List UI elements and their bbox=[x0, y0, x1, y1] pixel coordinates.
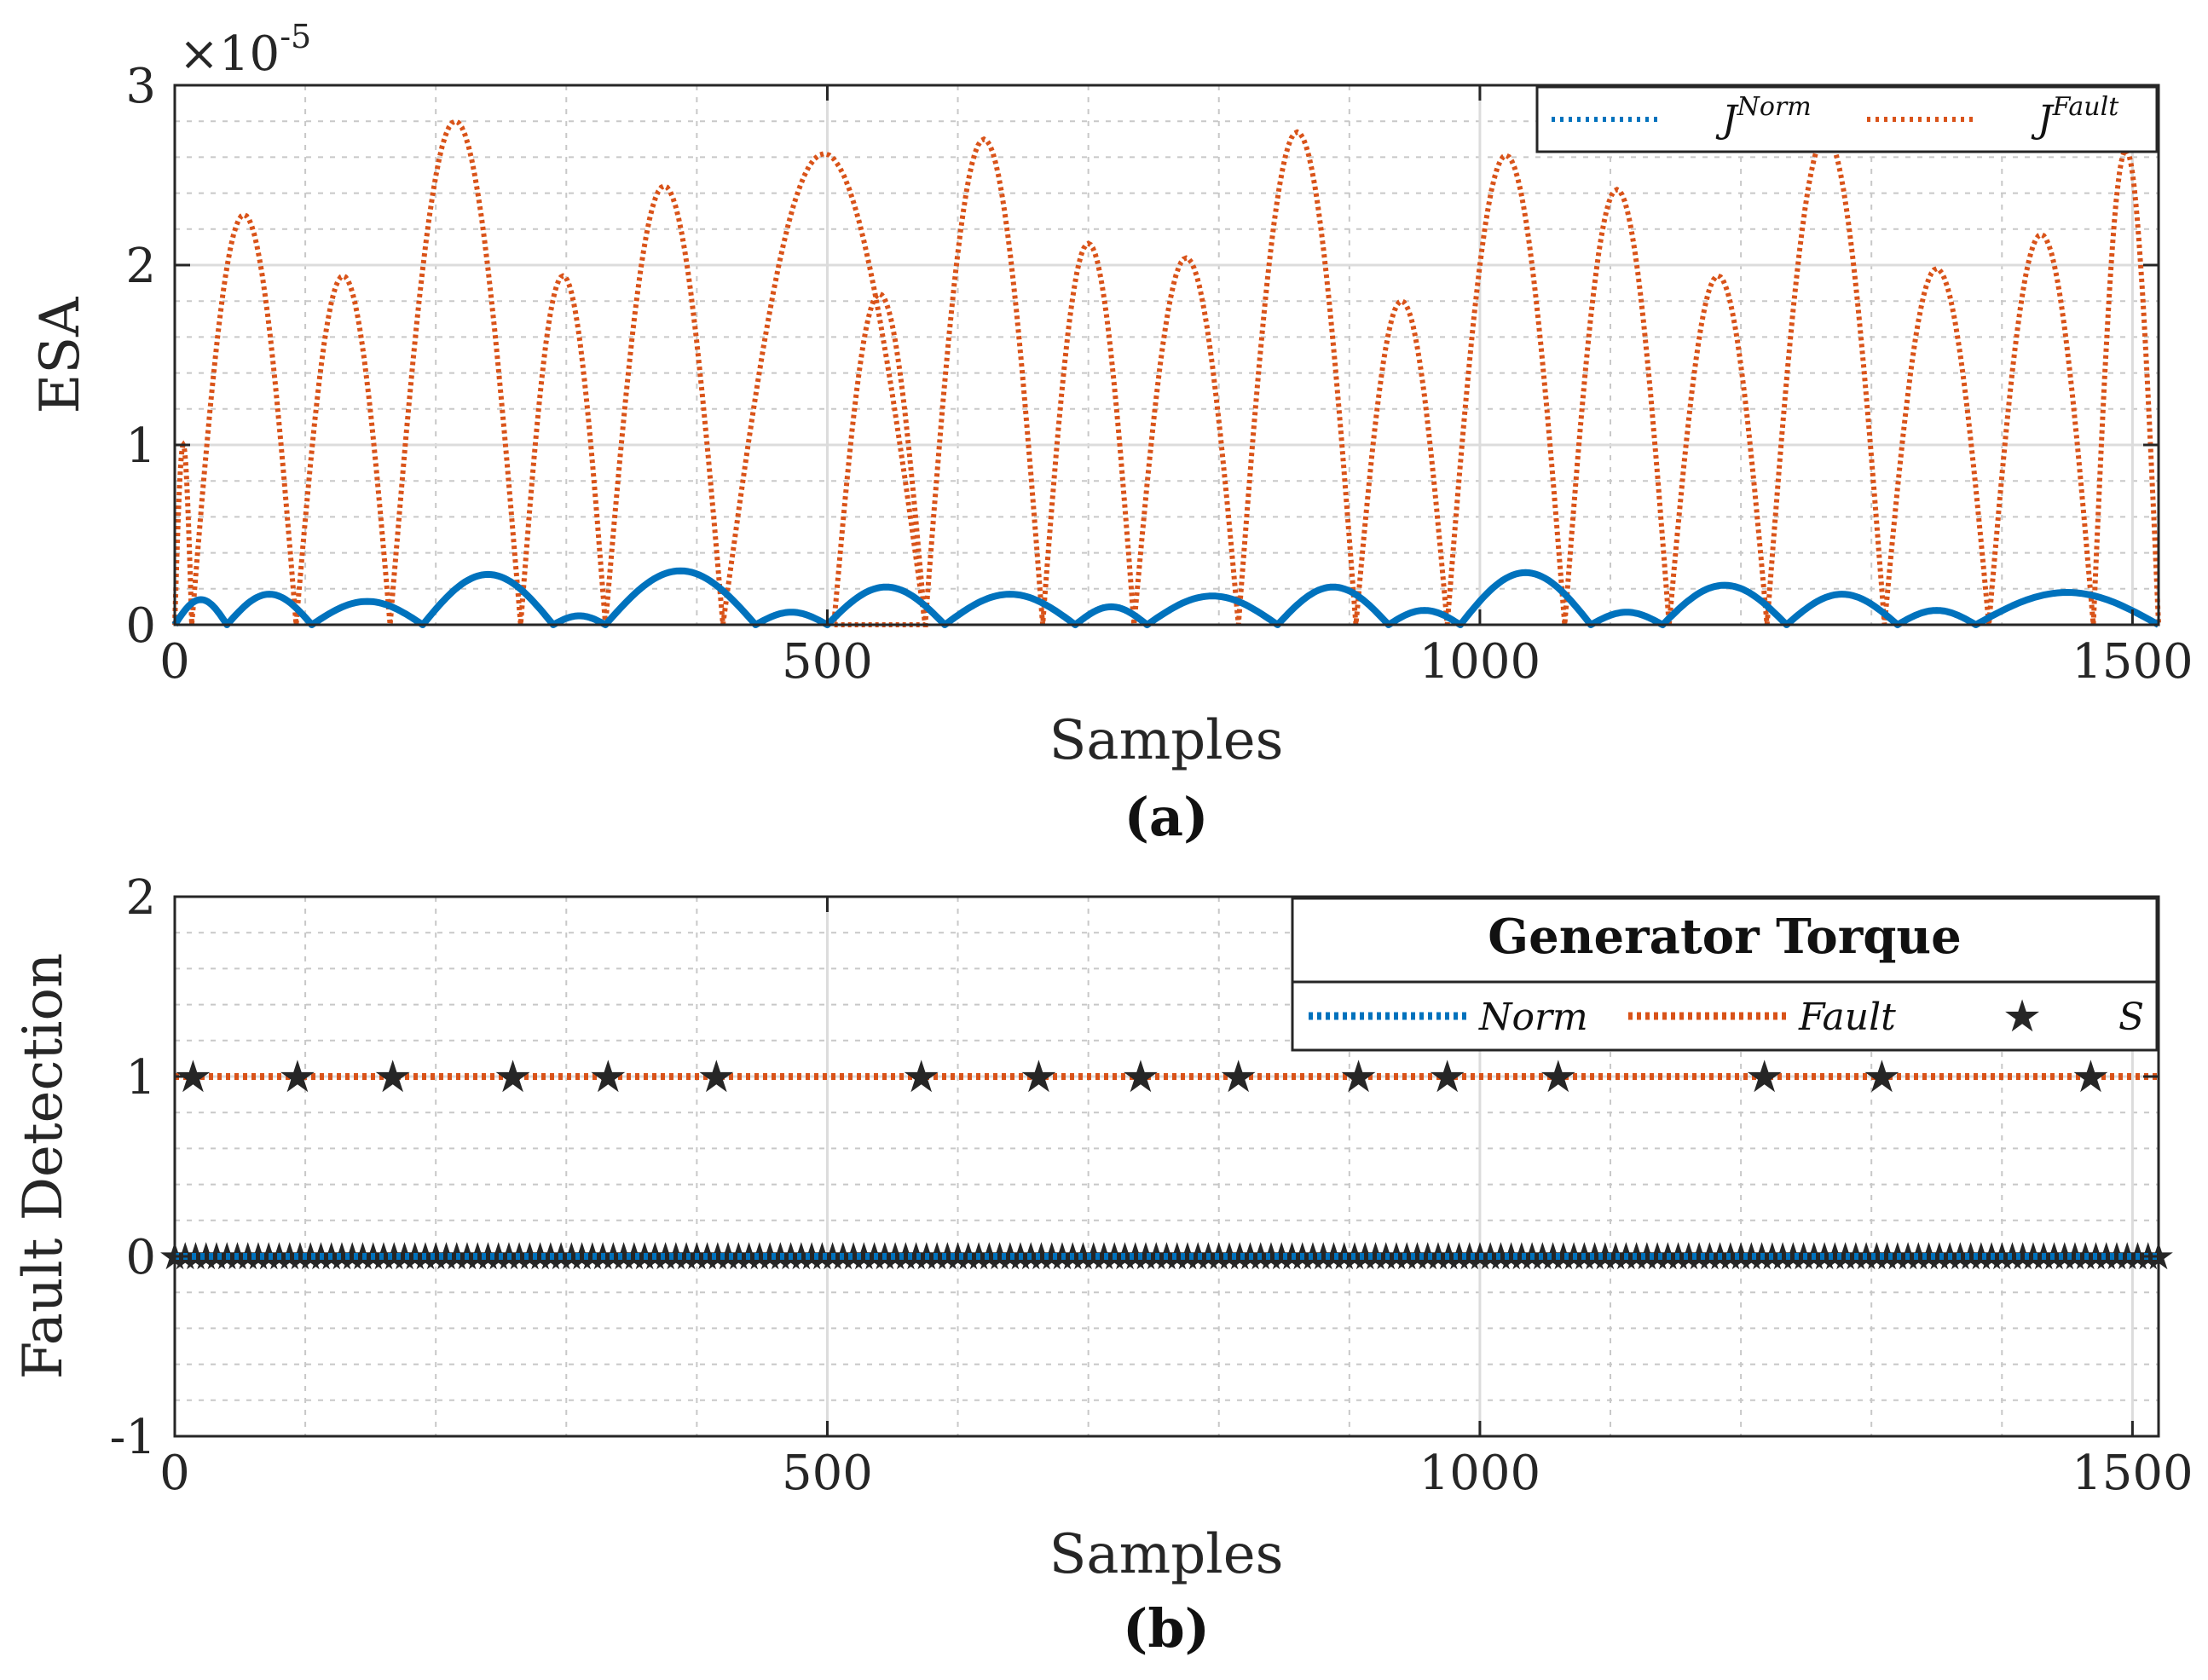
panel-b: ★★★★★★★★★★★★★★★★★★★★★★★★★★★★★★★★★★★★★★★★… bbox=[12, 870, 2194, 1660]
series-jnorm-line bbox=[171, 567, 2160, 628]
panel-b-legend-box bbox=[1291, 897, 2159, 1052]
s-star-marker: ★ bbox=[1538, 1052, 1578, 1103]
panel-a-ticks bbox=[173, 84, 2159, 626]
x-tick-label: 0 bbox=[159, 634, 190, 690]
panel-a-axes-box bbox=[173, 84, 2160, 626]
legend-fault-label: Fault bbox=[1798, 996, 1896, 1039]
panel-a-lines bbox=[171, 118, 2161, 628]
s-star-marker: ★ bbox=[2071, 1052, 2111, 1103]
y-tick-label: 0 bbox=[125, 598, 156, 654]
s-star-marker: ★ bbox=[1744, 1052, 1784, 1103]
legend-norm-label: Norm bbox=[1478, 996, 1588, 1039]
series-jfault-line bbox=[172, 118, 2161, 627]
panel-a-legend: JNorm JFault bbox=[1535, 85, 2159, 153]
panel-b-label: (b) bbox=[1123, 1597, 1210, 1660]
s-star-marker: ★ bbox=[588, 1052, 628, 1103]
panel-a-legend-box bbox=[1535, 85, 2159, 153]
panel-a-tick-labels: 0 500 1000 1500 0 1 2 3 bbox=[125, 59, 2193, 690]
s-star-marker: ★ bbox=[1338, 1052, 1379, 1103]
s-star-marker: ★ bbox=[493, 1052, 533, 1103]
y-tick-label: 3 bbox=[125, 59, 156, 114]
panel-b-lines: ★★★★★★★★★★★★★★★★★★★★★★★★★★★★★★★★★★★★★★★★… bbox=[158, 1052, 2175, 1279]
x-tick-label: 0 bbox=[159, 1446, 190, 1501]
x-tick-label: 1000 bbox=[1419, 1446, 1541, 1501]
y-tick-label: 0 bbox=[125, 1230, 156, 1285]
panel-a-grid bbox=[175, 85, 2159, 625]
y-tick-label: 1 bbox=[125, 1050, 156, 1106]
panel-a-y-axis-label: ESA bbox=[29, 297, 92, 414]
legend-s-label: S bbox=[2118, 996, 2144, 1039]
panel-b-axes-box bbox=[173, 895, 2160, 1438]
s-star-marker: ★ bbox=[697, 1052, 737, 1103]
panel-a-y-exponent: ×10-5 bbox=[179, 18, 311, 82]
panel-a-x-axis-label: Samples bbox=[1049, 709, 1284, 772]
s-star-marker: ★ bbox=[901, 1052, 941, 1103]
y-tick-label: 1 bbox=[125, 419, 156, 474]
panel-b-x-axis-label: Samples bbox=[1049, 1523, 1284, 1586]
x-tick-label: 1000 bbox=[1419, 634, 1541, 690]
y-tick-label: 2 bbox=[125, 239, 156, 294]
panel-b-legend-title: Generator Torque bbox=[1488, 909, 1961, 965]
legend-s-star-marker: ★ bbox=[2003, 991, 2043, 1042]
s-star-marker: ★ bbox=[1121, 1052, 1161, 1103]
panel-b-legend: Generator Torque Norm Fault ★ S bbox=[1291, 897, 2159, 1052]
s-star-marker: ★ bbox=[373, 1052, 413, 1103]
x-tick-label: 1500 bbox=[2072, 1446, 2194, 1501]
x-tick-label: 1500 bbox=[2072, 634, 2194, 690]
x-tick-label: 500 bbox=[782, 634, 873, 690]
s-star-marker: ★ bbox=[1019, 1052, 1059, 1103]
panel-a-axes-area bbox=[175, 85, 2159, 625]
y-tick-label: -1 bbox=[109, 1410, 156, 1465]
y-tick-label: 2 bbox=[125, 870, 156, 926]
s-star-marker: ★ bbox=[1862, 1052, 1902, 1103]
s-star-marker: ★ bbox=[1218, 1052, 1258, 1103]
x-tick-label: 500 bbox=[782, 1446, 873, 1501]
panel-b-y-axis-label: Fault Detection bbox=[12, 953, 75, 1380]
panel-a: 0 500 1000 1500 0 1 2 3 ×10-5 Samples ESA (a) J… bbox=[29, 18, 2194, 848]
panel-a-label: (a) bbox=[1124, 786, 1209, 848]
s-star-marker: ★ bbox=[278, 1052, 318, 1103]
s-star-marker: ★ bbox=[1427, 1052, 1467, 1103]
